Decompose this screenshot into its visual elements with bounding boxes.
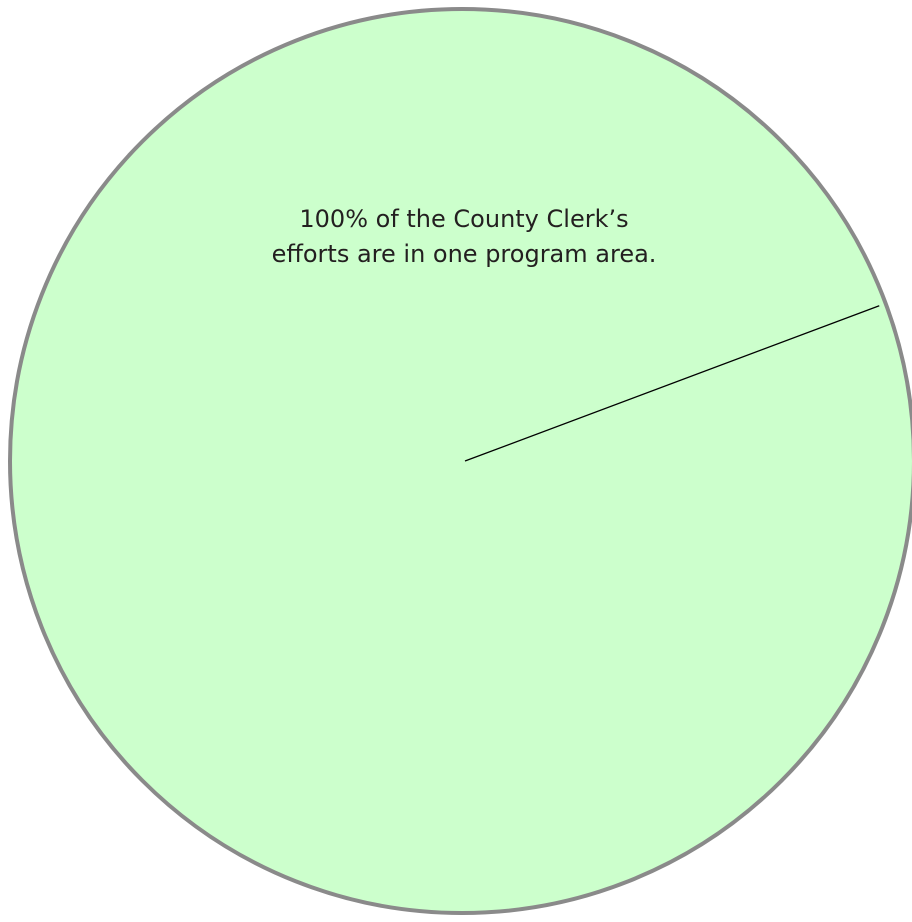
pie-slice-1	[8, 7, 912, 915]
pie-slices	[8, 7, 912, 915]
annotation-line-2: efforts are in one program area.	[272, 240, 657, 268]
annotation-line-1: 100% of the County Clerk’s	[299, 205, 628, 233]
slice-boundary-line	[464, 305, 880, 462]
